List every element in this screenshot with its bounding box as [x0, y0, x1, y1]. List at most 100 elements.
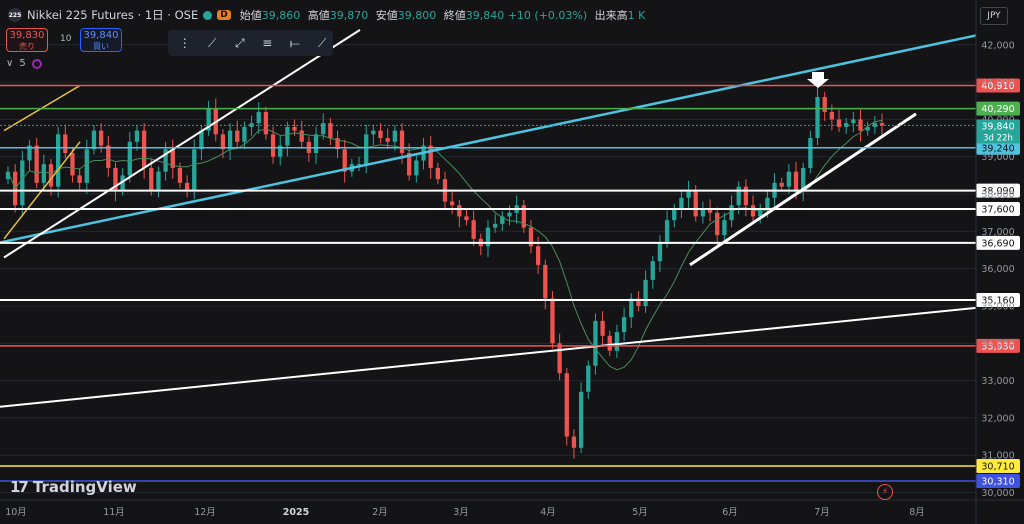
price-tick-label: 38,000 — [981, 190, 1014, 201]
price-tick-label: 30,000 — [981, 488, 1014, 499]
candle — [607, 335, 612, 351]
candle — [765, 197, 770, 209]
buy-label: 買い — [93, 42, 109, 51]
arrow-down-icon — [807, 72, 829, 88]
indicator-settings-icon[interactable] — [31, 58, 42, 69]
candle — [750, 205, 756, 217]
candle — [879, 123, 885, 126]
candle — [657, 242, 663, 262]
candle — [70, 152, 75, 176]
symbol-legend: 225 Nikkei 225 Futures · 1日 · OSE D 始値39… — [8, 7, 645, 23]
candle — [550, 298, 555, 344]
candle — [815, 97, 820, 139]
level-label: 38,090 — [981, 186, 1014, 197]
time-tick-label: 3月 — [453, 507, 469, 518]
candle — [636, 298, 641, 306]
time-tick-label: 5月 — [632, 507, 648, 518]
candle — [801, 167, 806, 191]
trend-line-icon[interactable]: ⟋ — [208, 35, 217, 50]
level-label-bg — [976, 183, 1020, 198]
candle — [41, 164, 46, 183]
sell-label: 売り — [19, 42, 35, 51]
candle — [285, 126, 290, 146]
extended-line-icon[interactable]: ⟋ — [318, 35, 327, 50]
level-label-bg — [976, 140, 1020, 155]
candle — [471, 220, 476, 239]
candle — [192, 149, 197, 191]
candle — [593, 320, 598, 366]
time-tick-label: 2月 — [372, 507, 388, 518]
candle — [91, 130, 97, 150]
buy-button[interactable]: 39,840 買い — [80, 28, 122, 52]
level-label: 40,290 — [981, 104, 1014, 115]
candle — [113, 167, 118, 191]
candle — [743, 186, 749, 206]
time-tick-label: 2025 — [283, 507, 309, 518]
candle — [693, 190, 698, 217]
candle — [407, 152, 412, 176]
horizontal-ray-icon[interactable]: ⟝ — [289, 35, 300, 50]
candle — [5, 171, 11, 180]
price-tick-label: 31,000 — [981, 451, 1014, 462]
time-tick-label: 8月 — [909, 507, 925, 518]
candle — [457, 205, 462, 217]
candle — [715, 212, 720, 236]
candle — [106, 145, 111, 168]
candle — [722, 220, 727, 236]
level-label-bg — [976, 293, 1020, 308]
candle — [134, 130, 140, 142]
candle — [127, 141, 132, 176]
candle — [779, 182, 784, 187]
chevron-down-icon[interactable]: ∨ — [6, 58, 14, 69]
market-status-icon — [203, 10, 213, 20]
symbol-title[interactable]: Nikkei 225 Futures · 1日 · OSE — [27, 8, 199, 22]
trend-line-recent — [689, 112, 917, 267]
candle — [342, 149, 347, 172]
parallel-channel-icon[interactable]: ≡ — [262, 36, 273, 50]
candle — [865, 126, 870, 131]
candle — [292, 126, 297, 131]
symbol-logo: 225 — [8, 8, 22, 22]
candle — [206, 108, 211, 131]
candle — [686, 190, 691, 198]
level-label-bg — [976, 78, 1020, 93]
time-tick-label: 11月 — [103, 507, 125, 518]
candle — [836, 119, 842, 127]
currency-selector[interactable]: JPY — [980, 7, 1008, 25]
candle — [242, 126, 247, 142]
candle — [643, 279, 648, 306]
price-tick-label: 39,000 — [981, 152, 1014, 163]
tradingview-logo: 17 TradingView — [10, 478, 137, 496]
candle — [829, 111, 835, 120]
candle — [385, 138, 390, 142]
price-tick-label: 32,000 — [981, 413, 1014, 424]
drag-handle-icon[interactable]: ⋮ — [178, 36, 191, 50]
time-tick-label: 10月 — [5, 507, 27, 518]
level-label: 39,240 — [981, 143, 1014, 154]
quantity-field[interactable]: 10 — [60, 34, 72, 44]
level-label-bg — [976, 201, 1020, 216]
candle — [822, 97, 827, 112]
candle — [270, 134, 276, 157]
last-price-label: 39,840 — [981, 121, 1014, 132]
candle — [557, 343, 562, 374]
indicators-toggle[interactable]: ∨ 5 — [6, 58, 42, 69]
candle — [321, 123, 326, 135]
candle — [571, 436, 577, 448]
ohlc-values: 始値39,860 高値39,870 安値39,800 終値39,840 +10 … — [239, 9, 646, 22]
candle — [758, 208, 763, 217]
candle — [528, 227, 534, 247]
candle — [84, 149, 89, 183]
candle — [664, 220, 670, 243]
lightning-icon[interactable]: ⚡ — [877, 484, 893, 500]
sell-button[interactable]: 39,830 売り — [6, 28, 48, 52]
ray-icon[interactable]: ⤢ — [234, 35, 245, 50]
level-label-bg — [976, 101, 1020, 116]
candle — [543, 264, 548, 299]
candle — [600, 320, 605, 336]
candle — [614, 332, 620, 351]
candle — [170, 149, 175, 168]
candle — [263, 111, 269, 135]
